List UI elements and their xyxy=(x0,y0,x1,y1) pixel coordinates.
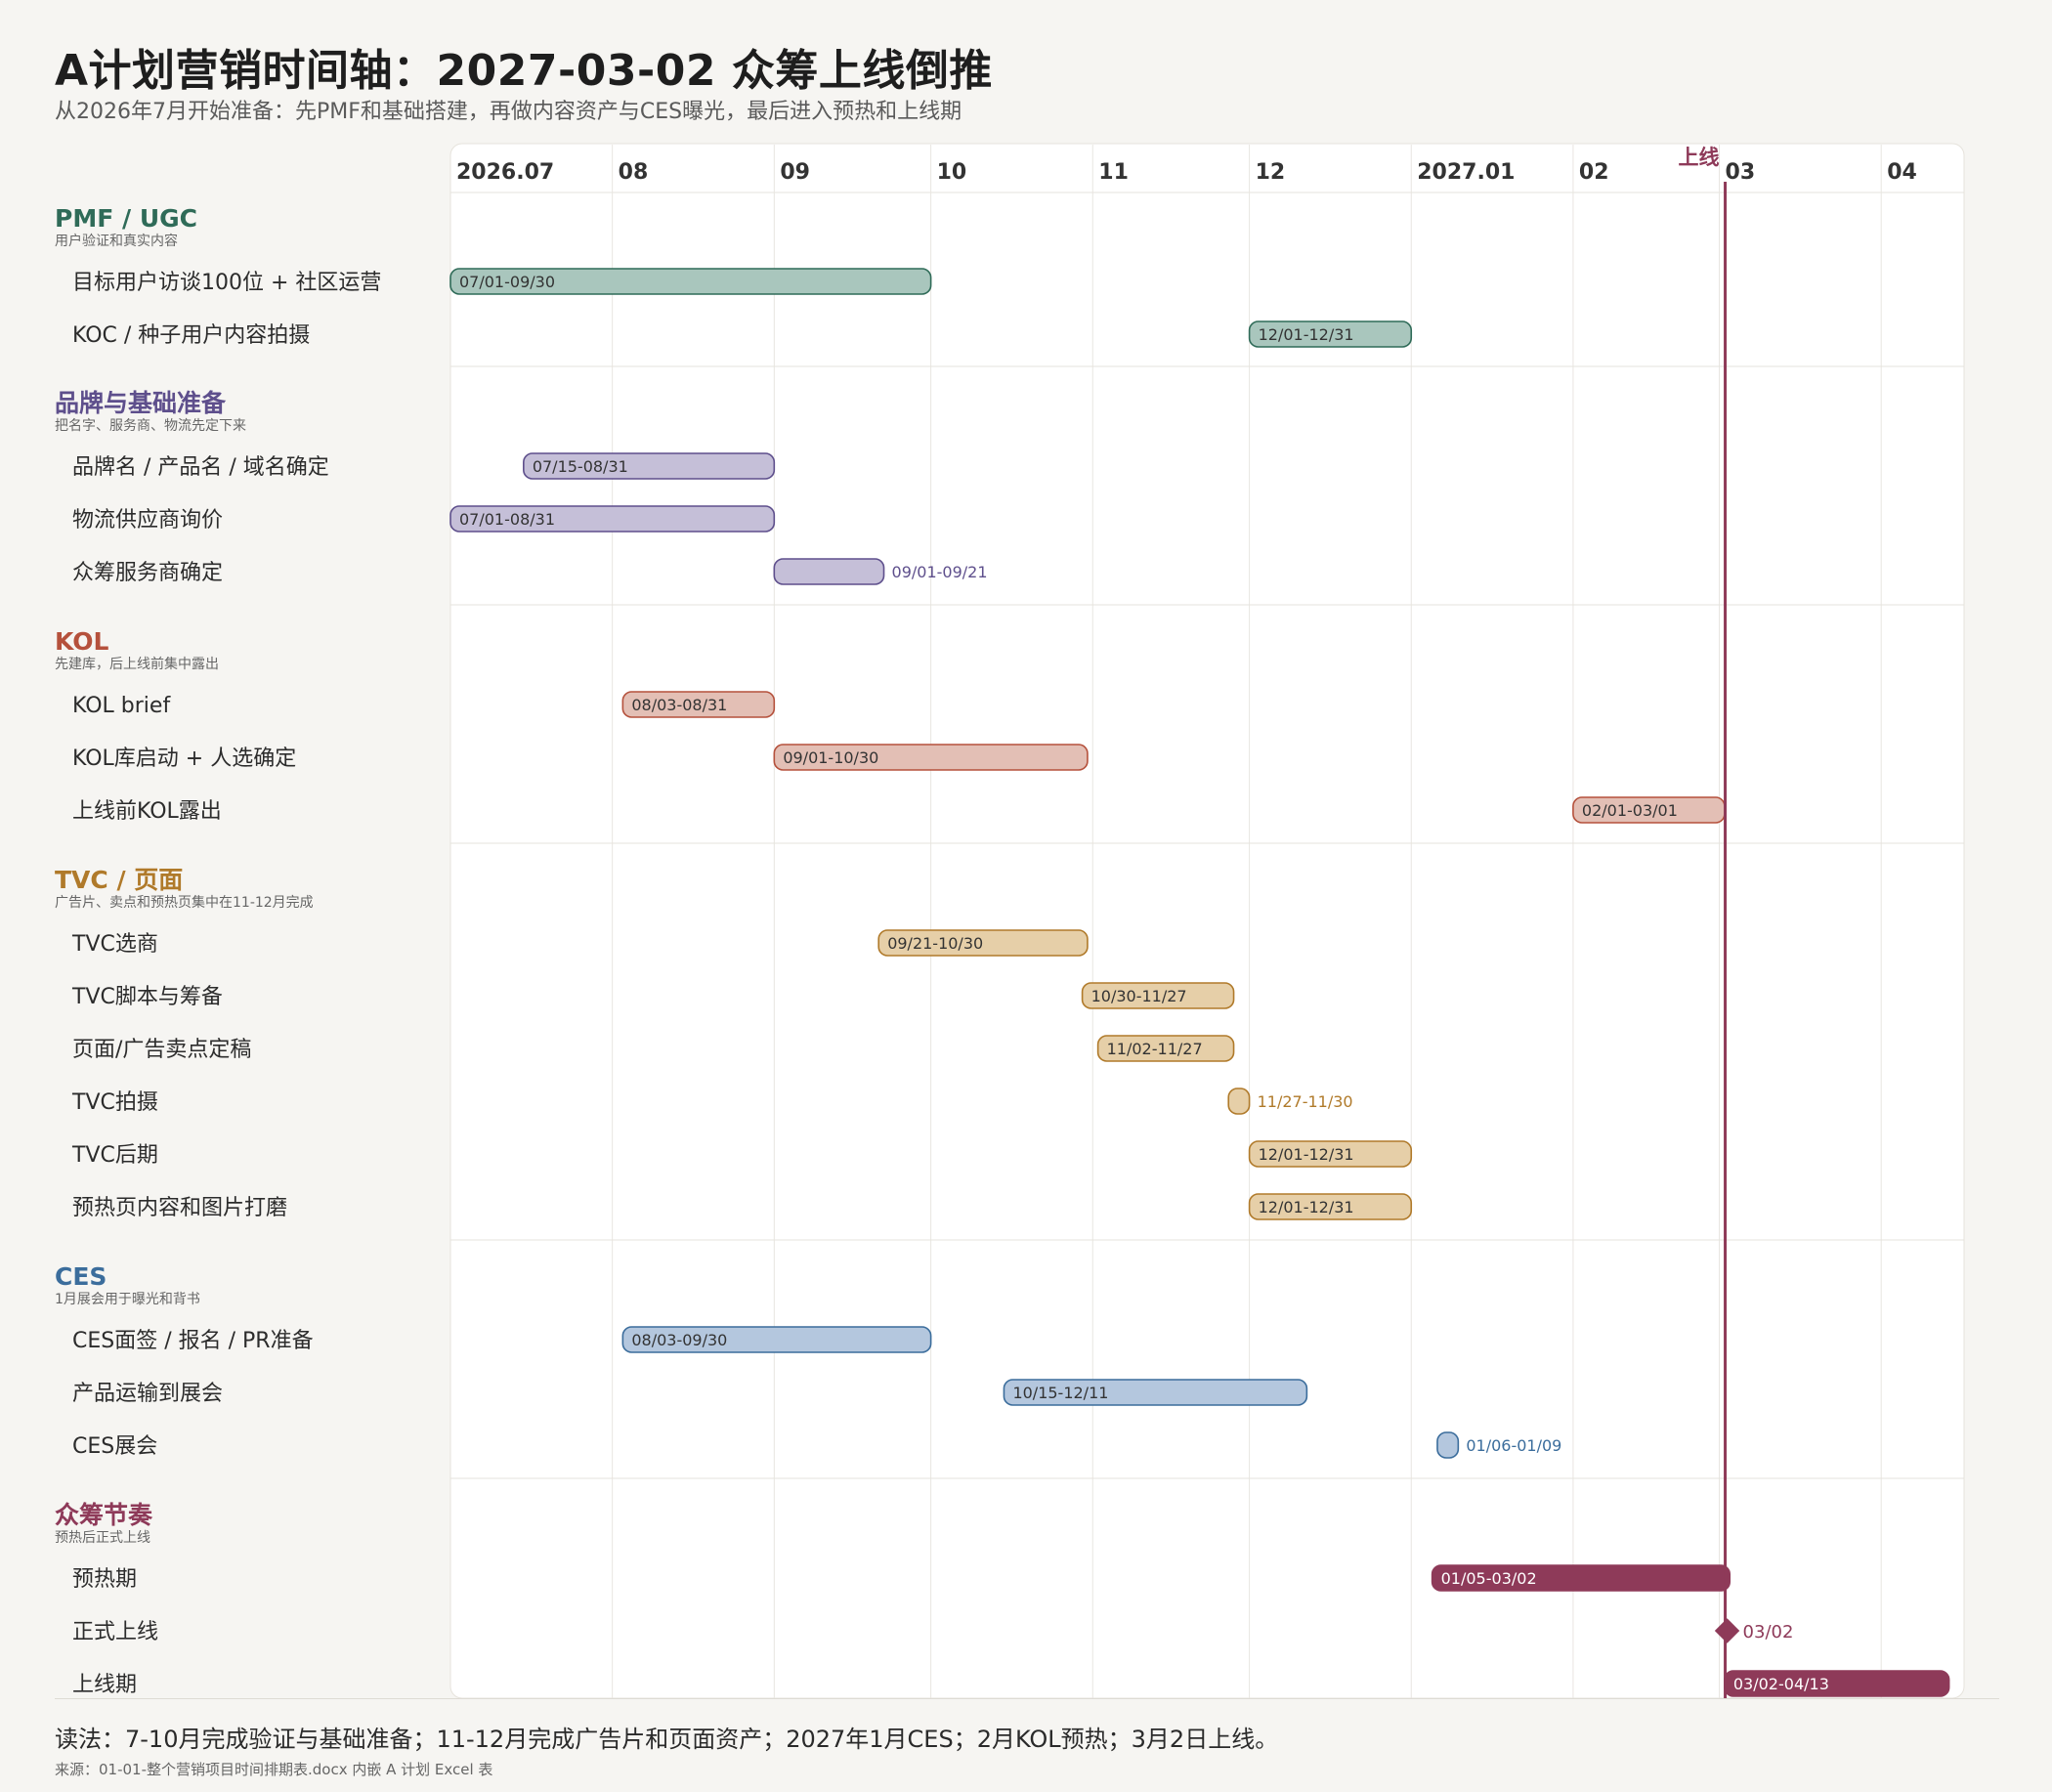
month-tick-label: 08 xyxy=(619,160,649,185)
launch-label: 上线 xyxy=(1679,146,1720,169)
task-bar xyxy=(1431,1564,1731,1592)
task-date-label: 08/03-09/30 xyxy=(631,1331,727,1349)
task-date-label: 09/01-10/30 xyxy=(783,748,878,767)
month-tick-label: 12 xyxy=(1256,160,1286,185)
task-bar xyxy=(449,505,776,533)
group-title: PMF / UGC xyxy=(55,204,197,233)
task-name: CES展会 xyxy=(72,1434,157,1459)
task-bar xyxy=(1248,1140,1413,1168)
task-bar xyxy=(1081,982,1235,1009)
task-bar xyxy=(1096,1035,1235,1062)
task-name: 上线前KOL露出 xyxy=(72,799,222,824)
group-description: 先建库，后上线前集中露出 xyxy=(55,656,219,672)
task-date-label: 12/01-12/31 xyxy=(1259,325,1354,344)
chart-title: A计划营销时间轴：2027-03-02 众筹上线倒推 xyxy=(55,46,993,96)
task-date-label: 11/02-11/27 xyxy=(1107,1040,1203,1058)
task-bar xyxy=(1227,1088,1251,1115)
task-date-label: 07/01-09/30 xyxy=(459,273,555,291)
task-bar xyxy=(1003,1379,1308,1406)
month-tick-label: 11 xyxy=(1098,160,1129,185)
chart-subtitle: 从2026年7月开始准备：先PMF和基础搭建，再做内容资产与CES曝光，最后进入… xyxy=(55,100,962,124)
group-description: 1月展会用于曝光和背书 xyxy=(55,1292,200,1307)
group-title: 品牌与基础准备 xyxy=(55,389,227,417)
task-date-label: 08/03-08/31 xyxy=(631,696,727,714)
task-bar xyxy=(1248,1193,1413,1220)
task-bar xyxy=(449,268,932,295)
task-bar xyxy=(1436,1431,1460,1459)
task-name: 目标用户访谈100位 + 社区运营 xyxy=(72,271,381,295)
month-tick-label: 10 xyxy=(937,160,967,185)
group-description: 广告片、卖点和预热页集中在11-12月完成 xyxy=(55,894,314,911)
source-note: 来源：01-01-整个营销项目时间排期表.docx 内嵌 A 计划 Excel … xyxy=(55,1761,493,1778)
task-name: 上线期 xyxy=(72,1673,137,1697)
task-name: 预热页内容和图片打磨 xyxy=(72,1196,287,1220)
group-description: 用户验证和真实内容 xyxy=(55,233,178,249)
task-name: 正式上线 xyxy=(72,1620,158,1644)
task-name: TVC拍摄 xyxy=(71,1090,158,1115)
group-description: 预热后正式上线 xyxy=(55,1530,150,1546)
group-title: CES xyxy=(55,1262,107,1291)
task-date-label: 03/02-04/13 xyxy=(1733,1675,1829,1693)
task-date-label: 12/01-12/31 xyxy=(1259,1198,1354,1216)
task-name: 众筹服务商确定 xyxy=(72,561,223,585)
gantt-chart: 2026.07 08 09 10 11 12 2027.01 02 03 04 PMF / UGC用… xyxy=(55,143,1965,1699)
task-bar xyxy=(877,929,1089,957)
group-title: TVC / 页面 xyxy=(55,866,183,894)
month-tick-label: 02 xyxy=(1579,160,1609,185)
task-date-label: 07/15-08/31 xyxy=(533,457,628,476)
task-name: KOL brief xyxy=(72,694,171,718)
task-bar xyxy=(773,744,1089,771)
task-date-label: 02/01-03/01 xyxy=(1582,801,1678,820)
task-name: KOC / 种子用户内容拍摄 xyxy=(72,323,310,348)
reading-note: 读法：7-10月完成验证与基础准备；11-12月完成广告片和页面资产；2027年… xyxy=(55,1726,1279,1753)
task-name: 物流供应商询价 xyxy=(72,508,223,533)
month-tick-label: 03 xyxy=(1726,160,1756,185)
task-date-label: 09/21-10/30 xyxy=(887,934,983,953)
chart-panel xyxy=(449,143,1965,1699)
task-date-label: 01/06-01/09 xyxy=(1466,1436,1561,1455)
task-bar xyxy=(621,691,776,718)
task-name: 产品运输到展会 xyxy=(72,1382,223,1406)
task-date-label: 10/15-12/11 xyxy=(1012,1384,1108,1402)
task-date-label: 12/01-12/31 xyxy=(1259,1145,1354,1164)
task-date-label: 01/05-03/02 xyxy=(1441,1569,1537,1588)
group-title: 众筹节奏 xyxy=(55,1501,153,1529)
task-date-label: 07/01-08/31 xyxy=(459,510,555,529)
task-name: 预热期 xyxy=(72,1567,137,1592)
group-description: 把名字、服务商、物流先定下来 xyxy=(55,418,246,434)
task-name: KOL库启动 + 人选确定 xyxy=(72,747,296,771)
task-name: TVC脚本与筹备 xyxy=(71,985,223,1009)
month-tick-label: 09 xyxy=(780,160,810,185)
task-date-label: 10/30-11/27 xyxy=(1091,987,1187,1005)
task-bar xyxy=(1248,320,1413,348)
month-tick-label: 04 xyxy=(1887,160,1917,185)
task-bar xyxy=(773,558,885,585)
group-title: KOL xyxy=(55,627,109,656)
task-name: CES面签 / 报名 / PR准备 xyxy=(72,1329,314,1353)
task-name: 页面/广告卖点定稿 xyxy=(72,1038,251,1062)
task-name: 品牌名 / 产品名 / 域名确定 xyxy=(72,455,329,480)
task-bar xyxy=(523,452,776,480)
month-tick-label: 2026.07 xyxy=(456,160,554,185)
task-name: TVC选商 xyxy=(71,932,158,957)
milestone-label: 03/02 xyxy=(1743,1622,1794,1643)
task-bar xyxy=(621,1326,932,1353)
task-date-label: 11/27-11/30 xyxy=(1258,1092,1353,1111)
task-name: TVC后期 xyxy=(71,1143,158,1168)
footer-divider xyxy=(55,1698,1999,1699)
task-date-label: 09/01-09/21 xyxy=(892,563,988,581)
month-tick-label: 2027.01 xyxy=(1417,160,1515,185)
